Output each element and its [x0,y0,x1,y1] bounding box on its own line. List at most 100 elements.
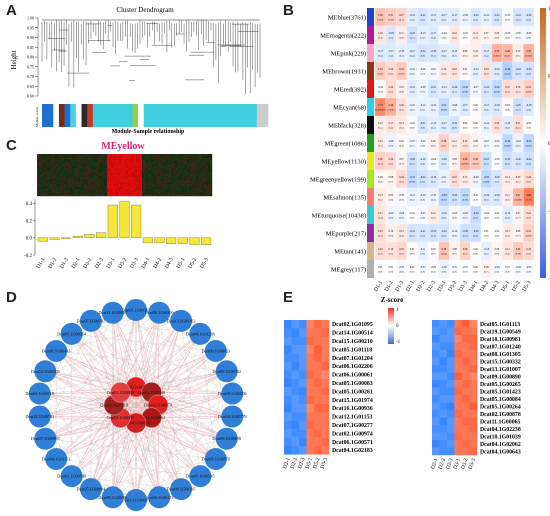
expression-heatmap-cell [142,176,145,179]
zscore-right-cell [469,320,478,328]
network-edge [135,309,160,498]
zscore-right-gene-label: Dcat13.1G01007 [480,367,521,373]
expression-heatmap-cell [97,173,100,176]
expression-heatmap-cell [73,175,77,177]
expression-heatmap-cell [178,194,182,197]
expression-heatmap-cell [83,178,86,181]
expression-heatmap-cell [210,159,213,162]
expression-heatmap-cell [196,192,199,195]
heatmap-cell [385,187,397,207]
expression-heatmap-cell [58,182,61,184]
expression-heatmap-cell [198,162,201,165]
expression-heatmap-cell [186,154,189,156]
expression-heatmap-cell [208,173,211,176]
expression-heatmap-cell [130,162,133,165]
expression-heatmap-cell [147,166,150,169]
heatmap-cell [438,61,450,81]
expression-heatmap-cell [151,155,154,158]
expression-heatmap-cell [163,176,166,179]
zscore-right-cell [462,425,470,433]
heatmap-column-label: D5-3 [522,280,533,292]
meyellow-bar [166,237,177,244]
expression-heatmap-cell [99,194,102,197]
expression-heatmap-cell [116,182,119,184]
expression-heatmap-cell [50,189,53,191]
heatmap-cell-value: -0.06 [420,68,426,71]
expression-heatmap-cell [72,176,75,179]
zscore-scale-bar [388,308,394,344]
expression-heatmap-cell [180,161,184,163]
heatmap-cell-value: 0.24 [389,158,394,161]
heatmap-cell [523,151,535,171]
expression-heatmap-cell [120,164,123,167]
zscore-left-cell [314,404,322,413]
expression-heatmap-cell [62,159,65,162]
expression-heatmap-cell [206,194,209,197]
heatmap-cell-value: 0.12 [452,140,457,143]
zscore-left-cell [306,378,315,388]
heatmap-cell-pvalue: (0.4) [389,127,394,130]
network-edge [56,350,137,388]
expression-heatmap-cell [58,157,61,160]
expression-heatmap-cell [42,178,45,181]
expression-heatmap-cell [208,175,211,177]
expression-heatmap-cell [110,180,114,183]
expression-heatmap-cell [44,183,47,186]
zscore-left-cell [306,320,315,329]
expression-heatmap-cell [114,178,117,181]
network-outer-node [189,465,212,488]
zscore-left-cell [314,345,322,354]
heatmap-cell-value: 0.22 [505,86,510,89]
module-color-segment [262,104,269,127]
expression-heatmap-cell [140,189,143,191]
heatmap-cell [374,241,386,261]
network-edge [157,320,182,406]
expression-heatmap-cell [42,157,45,160]
expression-heatmap-cell [196,176,199,179]
heatmap-cell [396,187,407,207]
heatmap-cell-value: -0.32 [462,86,468,89]
heatmap-cell-pvalue: (0.2) [378,253,383,256]
expression-heatmap-cell [206,164,209,167]
expression-heatmap-cell [142,189,145,191]
expression-heatmap-cell [175,161,178,163]
expression-heatmap-cell [112,178,115,181]
expression-heatmap-cell [184,159,187,162]
expression-heatmap-cell [116,166,119,169]
network-node-label: Dcat04.1G00118 [25,391,54,396]
expression-heatmap-cell [64,166,67,169]
expression-heatmap-cell [180,175,184,177]
expression-heatmap-cell [50,171,53,174]
heatmap-cell-value: -0.17 [378,50,384,53]
heatmap-cell-pvalue: (0.7) [473,91,478,94]
expression-heatmap-cell [52,155,55,158]
heatmap-cell [523,7,535,27]
heatmap-cell-value: -0.13 [452,50,458,53]
expression-heatmap-cell [89,175,92,177]
zscore-right-cell [454,342,463,351]
expression-heatmap-cell [37,164,40,167]
expression-heatmap-cell [101,180,104,183]
expression-heatmap-cell [95,178,98,181]
heatmap-cell [374,61,386,81]
expression-heatmap-cell [182,194,185,197]
expression-heatmap-cell [173,182,176,184]
heatmap-column-label: D1-2 [384,280,395,292]
heatmap-cell [480,115,492,135]
expression-heatmap-cell [93,192,96,195]
heatmap-cell [459,7,471,27]
heatmap-cell [374,97,386,117]
heatmap-cell-value: -0.17 [409,50,415,53]
expression-heatmap-cell [210,162,213,165]
expression-heatmap-cell [58,154,61,156]
expression-heatmap-cell [112,176,115,179]
heatmap-cell-pvalue: (0.2) [495,19,500,22]
expression-heatmap-cell [198,194,201,197]
expression-heatmap-cell [178,182,182,184]
heatmap-column-label: D1-1 [373,280,384,292]
expression-heatmap-cell [198,166,201,169]
expression-heatmap-cell [72,187,75,190]
heatmap-cell [491,7,503,27]
heatmap-cell-pvalue: (0.2) [378,235,383,238]
expression-heatmap-cell [112,190,115,193]
